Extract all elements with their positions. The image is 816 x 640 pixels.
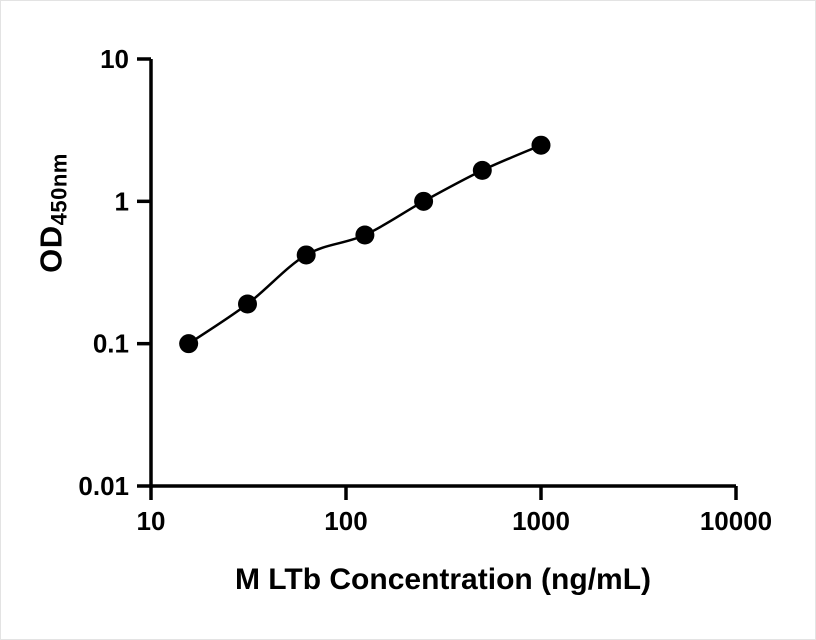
data-point [179,334,199,354]
data-point [296,245,316,265]
y-axis-label-subscript: 450nm [46,153,72,226]
y-tick-label: 1 [115,186,129,216]
x-axis-label: M LTb Concentration (ng/mL) [234,563,652,596]
data-point [414,191,434,211]
data-point [355,225,375,245]
y-tick-label: 10 [100,44,129,74]
y-tick-label: 0.01 [78,471,129,501]
x-tick-label: 100 [324,506,367,536]
x-tick-label: 1000 [512,506,570,536]
data-point [237,294,257,314]
y-tick-label: 0.1 [93,329,129,359]
x-tick-label: 10 [137,506,166,536]
data-point [472,160,492,180]
x-tick-label: 10000 [700,506,772,536]
y-axis-label-main: OD [33,225,69,273]
y-axis-label: OD450nm [34,153,73,273]
data-point [531,135,551,155]
